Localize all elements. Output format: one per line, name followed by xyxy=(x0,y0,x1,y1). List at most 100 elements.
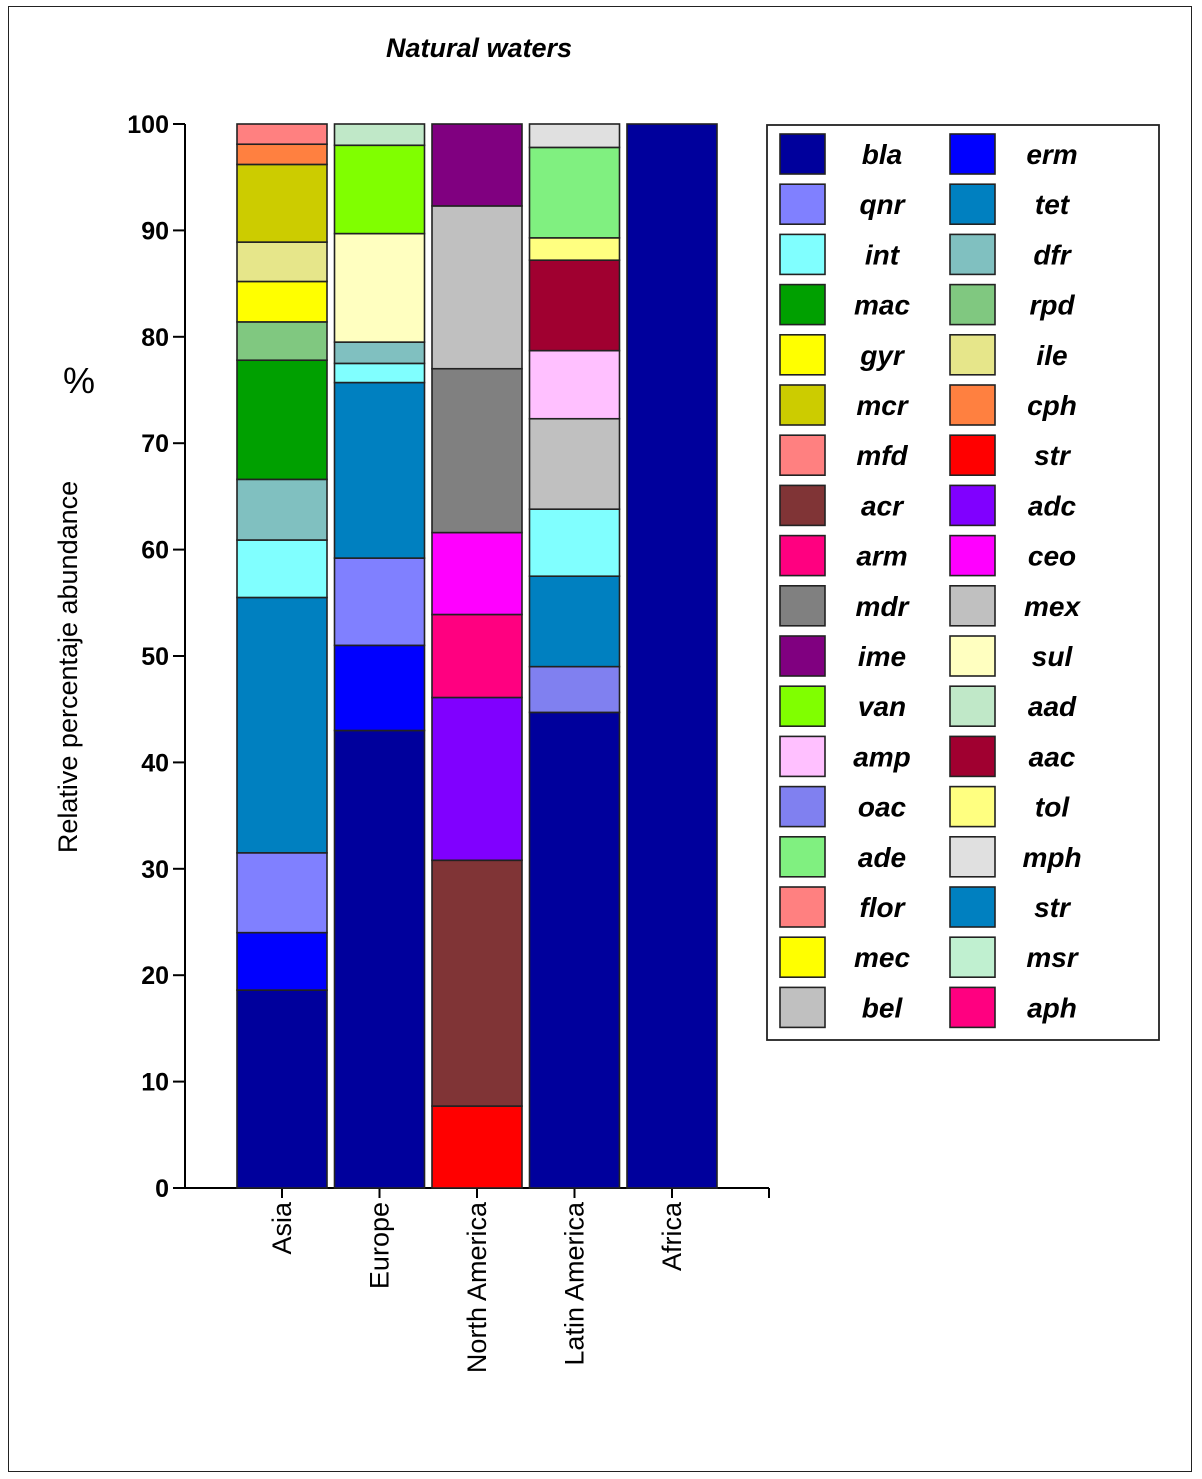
y-tick-label: 10 xyxy=(141,1069,169,1097)
legend-swatch xyxy=(779,384,826,426)
legend-label: amp xyxy=(853,741,911,772)
bar-segment-mcr xyxy=(236,163,328,243)
legend: bla erm qnr tet int dfr mac rpd gyr ile mcr cph mfd s… xyxy=(766,124,1160,1041)
legend-label: gyr xyxy=(859,340,906,371)
legend-label: mph xyxy=(1022,842,1081,873)
legend-swatch xyxy=(949,384,996,426)
y-tick-label: 60 xyxy=(141,537,169,565)
legend-label: van xyxy=(858,691,906,722)
bar-segment-aac xyxy=(528,259,621,352)
legend-label: erm xyxy=(1026,139,1077,170)
legend-swatch xyxy=(949,283,996,326)
legend-label: oac xyxy=(858,792,907,823)
legend-item: arm xyxy=(779,534,908,577)
bar-segment-qnr xyxy=(236,852,328,934)
y-tick-label: 80 xyxy=(141,324,169,352)
legend-item: bla xyxy=(779,133,902,175)
legend-swatch xyxy=(949,685,996,728)
legend-item: oac xyxy=(779,785,907,828)
bar-segment-bla xyxy=(333,729,426,1189)
legend-swatch xyxy=(779,685,826,728)
bar-segment-mac xyxy=(236,359,328,481)
legend-swatch xyxy=(949,183,996,225)
legend-swatch xyxy=(949,835,996,878)
bar-segment-amp xyxy=(528,349,621,420)
bar-segment-gyr xyxy=(236,280,328,323)
y-tick-label: 90 xyxy=(141,217,169,245)
y-tick-label: 30 xyxy=(141,856,169,884)
legend-swatch xyxy=(949,333,996,376)
bar-segment-adc xyxy=(431,696,523,862)
legend-item: mph xyxy=(949,835,1082,878)
bar-stack xyxy=(236,123,328,1189)
bar-segment-arm xyxy=(431,613,523,699)
bar-segment-rpd xyxy=(236,321,328,362)
bar-segment-ade xyxy=(528,146,621,239)
legend-label: tol xyxy=(1035,792,1070,823)
bar-segment-bla xyxy=(236,989,328,1189)
legend-swatch xyxy=(949,986,996,1029)
x-tick-label: Africa xyxy=(657,1201,687,1271)
bar-segment-bla xyxy=(528,711,621,1189)
bar-stack xyxy=(333,123,426,1189)
legend-swatch xyxy=(949,233,996,276)
bar-segment-tol xyxy=(528,237,621,261)
legend-item: rpd xyxy=(949,283,1075,326)
legend-item: aac xyxy=(949,735,1076,778)
legend-item: aad xyxy=(949,685,1077,728)
legend-item: tol xyxy=(949,785,1070,828)
legend-swatch xyxy=(779,283,826,326)
legend-item: sul xyxy=(949,635,1074,677)
x-tick-label: North America xyxy=(462,1201,492,1373)
legend-item: mec xyxy=(779,936,910,979)
legend-item: gyr xyxy=(779,333,906,376)
legend-label: mex xyxy=(1024,591,1081,622)
legend-label: sul xyxy=(1032,641,1074,672)
legend-swatch xyxy=(779,183,826,225)
legend-label: aad xyxy=(1028,691,1077,722)
y-tick-label: 20 xyxy=(141,962,169,990)
bar-segment-bla xyxy=(626,123,718,1189)
legend-swatch xyxy=(779,534,826,577)
legend-item: flor xyxy=(779,886,907,928)
bar-segment-dfr xyxy=(333,341,426,365)
legend-item: msr xyxy=(949,936,1080,979)
legend-item: ade xyxy=(779,835,906,878)
legend-item: amp xyxy=(779,735,911,778)
bar-segment-aad xyxy=(333,123,426,147)
legend-swatch xyxy=(949,886,996,928)
bar-segment-mex xyxy=(431,205,523,370)
legend-swatch xyxy=(779,233,826,276)
y-tick-label: 50 xyxy=(141,643,169,671)
legend-swatch xyxy=(949,534,996,577)
legend-label: ime xyxy=(858,641,906,672)
bar-stack xyxy=(528,123,621,1189)
legend-swatch xyxy=(779,635,826,677)
x-tick-label: Asia xyxy=(267,1201,297,1255)
bar-segment-acr xyxy=(431,859,523,1107)
bar-segment-tet xyxy=(333,381,426,559)
legend-swatch xyxy=(779,484,826,527)
legend-label: cph xyxy=(1027,390,1077,421)
bar-segment-tet xyxy=(236,596,328,854)
bar-segment-erm xyxy=(236,931,328,991)
y-axis: 0 10 20 30 40 50 60 70 80 90 100 xyxy=(127,111,186,1203)
bars-group xyxy=(236,123,718,1189)
legend-swatch xyxy=(949,785,996,828)
legend-label: str xyxy=(1034,892,1072,923)
legend-item: qnr xyxy=(779,183,907,225)
legend-label: aph xyxy=(1027,992,1077,1023)
legend-item: mfd xyxy=(779,434,909,477)
legend-label: adc xyxy=(1028,490,1077,521)
legend-swatch xyxy=(949,133,996,175)
bar-segment-erm xyxy=(333,644,426,732)
bar-segment-int xyxy=(236,539,328,599)
legend-item: str xyxy=(949,886,1072,928)
legend-label: dfr xyxy=(1033,239,1072,270)
legend-swatch xyxy=(779,835,826,878)
bar-segment-mph xyxy=(528,123,621,149)
legend-item: adc xyxy=(949,484,1077,527)
legend-item: ile xyxy=(949,333,1068,376)
y-axis-label: Relative percentaje abundance xyxy=(53,481,83,853)
legend-item: int xyxy=(779,233,901,276)
